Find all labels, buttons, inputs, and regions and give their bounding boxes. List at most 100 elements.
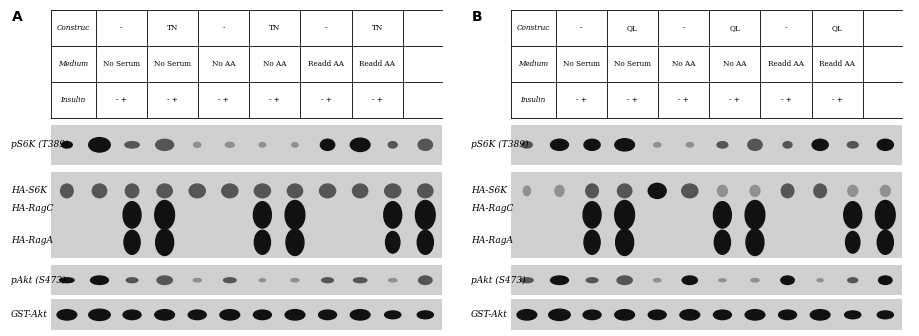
- Ellipse shape: [417, 184, 433, 198]
- Ellipse shape: [679, 310, 699, 320]
- Text: TN: TN: [269, 24, 280, 32]
- Ellipse shape: [875, 201, 894, 229]
- Ellipse shape: [652, 279, 660, 282]
- Ellipse shape: [253, 202, 271, 228]
- Ellipse shape: [60, 278, 74, 283]
- Ellipse shape: [614, 310, 634, 320]
- Ellipse shape: [88, 138, 110, 152]
- Ellipse shape: [523, 186, 530, 196]
- Ellipse shape: [744, 201, 764, 229]
- Text: QL: QL: [831, 24, 842, 32]
- Ellipse shape: [385, 232, 400, 253]
- Ellipse shape: [843, 202, 861, 228]
- Ellipse shape: [193, 142, 200, 148]
- Ellipse shape: [383, 202, 402, 228]
- Ellipse shape: [61, 184, 74, 198]
- Ellipse shape: [585, 278, 597, 283]
- Ellipse shape: [157, 184, 172, 198]
- Ellipse shape: [652, 142, 660, 147]
- Ellipse shape: [92, 184, 107, 198]
- Ellipse shape: [648, 310, 665, 320]
- Text: No AA: No AA: [722, 60, 746, 68]
- Ellipse shape: [350, 138, 369, 152]
- Text: Insulin: Insulin: [520, 96, 545, 104]
- Ellipse shape: [847, 278, 857, 283]
- Text: Medium: Medium: [58, 60, 88, 68]
- Text: - +: - +: [166, 96, 177, 104]
- Ellipse shape: [417, 311, 433, 319]
- Ellipse shape: [614, 139, 634, 151]
- Text: Readd AA: Readd AA: [359, 60, 395, 68]
- Ellipse shape: [125, 142, 139, 148]
- Ellipse shape: [285, 201, 304, 229]
- Ellipse shape: [810, 310, 829, 320]
- Text: - +: - +: [218, 96, 229, 104]
- Ellipse shape: [384, 311, 401, 319]
- Ellipse shape: [254, 184, 270, 198]
- Ellipse shape: [516, 310, 536, 320]
- Ellipse shape: [584, 139, 599, 151]
- Ellipse shape: [681, 184, 698, 198]
- Ellipse shape: [780, 184, 793, 198]
- Text: Readd AA: Readd AA: [767, 60, 803, 68]
- Ellipse shape: [747, 139, 761, 151]
- Ellipse shape: [352, 184, 368, 198]
- Ellipse shape: [417, 230, 433, 254]
- Ellipse shape: [811, 139, 827, 151]
- Text: QL: QL: [729, 24, 740, 32]
- Text: -: -: [682, 24, 684, 32]
- Text: TN: TN: [166, 24, 178, 32]
- Ellipse shape: [717, 185, 727, 196]
- Text: Construc: Construc: [56, 24, 90, 32]
- Ellipse shape: [749, 185, 759, 196]
- Text: -: -: [222, 24, 224, 32]
- Ellipse shape: [62, 142, 73, 148]
- Ellipse shape: [617, 276, 631, 285]
- Text: TN: TN: [371, 24, 382, 32]
- Ellipse shape: [290, 279, 299, 282]
- Ellipse shape: [782, 142, 791, 148]
- Ellipse shape: [350, 310, 369, 320]
- Ellipse shape: [615, 229, 633, 255]
- Ellipse shape: [124, 230, 140, 254]
- Ellipse shape: [57, 310, 76, 320]
- Text: - +: - +: [626, 96, 637, 104]
- Ellipse shape: [193, 279, 201, 282]
- Text: - +: - +: [780, 96, 790, 104]
- Text: - +: - +: [729, 96, 740, 104]
- Text: pS6K (T389): pS6K (T389): [471, 140, 528, 150]
- Ellipse shape: [550, 139, 568, 151]
- Ellipse shape: [716, 142, 727, 148]
- Text: HA-S6K: HA-S6K: [11, 186, 47, 195]
- Ellipse shape: [548, 309, 570, 321]
- Text: - +: - +: [831, 96, 842, 104]
- Ellipse shape: [847, 185, 857, 196]
- Ellipse shape: [225, 142, 234, 148]
- Ellipse shape: [291, 142, 298, 147]
- Ellipse shape: [745, 229, 763, 255]
- Ellipse shape: [780, 276, 793, 285]
- Text: A: A: [12, 10, 23, 24]
- Text: No AA: No AA: [211, 60, 235, 68]
- Ellipse shape: [189, 184, 205, 198]
- Text: B: B: [471, 10, 482, 24]
- Ellipse shape: [286, 229, 303, 255]
- Ellipse shape: [617, 184, 631, 198]
- Ellipse shape: [777, 310, 796, 320]
- Text: HA-RagC: HA-RagC: [11, 204, 53, 212]
- Ellipse shape: [223, 278, 236, 283]
- Text: HA-RagC: HA-RagC: [471, 204, 513, 212]
- Text: No AA: No AA: [671, 60, 695, 68]
- Ellipse shape: [712, 310, 731, 320]
- Ellipse shape: [550, 276, 568, 285]
- Text: No AA: No AA: [263, 60, 287, 68]
- Ellipse shape: [154, 310, 175, 320]
- Text: No Serum: No Serum: [103, 60, 140, 68]
- Ellipse shape: [554, 185, 563, 196]
- Ellipse shape: [877, 311, 892, 319]
- Ellipse shape: [415, 201, 435, 229]
- Ellipse shape: [155, 139, 174, 151]
- Ellipse shape: [718, 279, 725, 282]
- Ellipse shape: [583, 202, 600, 228]
- Ellipse shape: [417, 139, 432, 151]
